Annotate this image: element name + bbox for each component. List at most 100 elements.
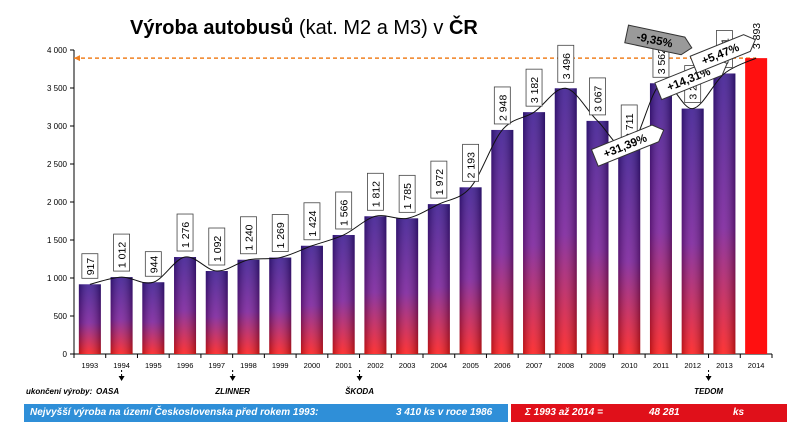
annotation-arrowhead xyxy=(229,376,236,381)
x-tick-label: 2013 xyxy=(716,361,733,370)
bar-shade xyxy=(269,257,292,354)
bar-shade xyxy=(586,120,609,355)
value-label: 3 182 xyxy=(525,68,543,107)
x-tick-label: 1993 xyxy=(82,361,99,370)
value-label-box xyxy=(208,227,226,266)
value-label-box xyxy=(81,253,99,279)
value-label-box xyxy=(493,86,511,125)
value-label: 3 496 xyxy=(557,44,575,83)
change-callout-arrow xyxy=(590,124,665,167)
reference-arrowhead xyxy=(74,55,80,62)
x-tick-label: 2011 xyxy=(653,361,669,370)
value-label-text: 1 092 xyxy=(212,236,224,262)
x-tick-label: 2010 xyxy=(621,361,638,370)
x-tick-label: 2005 xyxy=(462,361,479,370)
value-label-box xyxy=(176,213,194,252)
value-label-text: 1 269 xyxy=(275,222,287,248)
bar-shade xyxy=(649,83,672,355)
value-label-text: 1 276 xyxy=(180,222,192,248)
bar-shade xyxy=(459,187,482,354)
x-tick-label: 2008 xyxy=(557,361,574,370)
bar-shade xyxy=(237,259,260,354)
y-tick-label: 500 xyxy=(54,312,68,321)
x-tick-label: 2007 xyxy=(526,361,543,370)
x-tick-label: 1997 xyxy=(208,361,225,370)
value-label-text: 1 012 xyxy=(117,242,129,268)
value-label: 1 812 xyxy=(367,172,384,211)
annotation-arrowhead xyxy=(356,376,363,381)
change-callout-arrow xyxy=(624,24,693,56)
value-label-box xyxy=(367,172,384,211)
bar-shade xyxy=(205,271,228,354)
x-tick-label: 1999 xyxy=(272,361,289,370)
bar xyxy=(745,58,768,355)
bar-shade xyxy=(396,218,419,354)
footer-left-text: Nejvyšší výroba na území Československa … xyxy=(30,407,319,418)
bar-shade xyxy=(491,129,514,354)
y-tick-label: 2 000 xyxy=(47,198,68,207)
value-label: 2 193 xyxy=(462,143,479,182)
bar-shade xyxy=(681,108,704,354)
value-label: 1 785 xyxy=(398,174,416,213)
chart-title: Výroba autobusů (kat. M2 a M3) v ČR xyxy=(130,15,478,39)
x-tick-label: 2004 xyxy=(431,361,448,370)
value-label-text: 2 948 xyxy=(497,95,509,121)
y-tick-label: 2 500 xyxy=(47,160,68,169)
bar-shade xyxy=(142,282,165,354)
x-tick-label: 2009 xyxy=(589,361,606,370)
footer-right-unit: ks xyxy=(733,407,745,418)
y-tick-label: 1 000 xyxy=(47,274,68,283)
x-tick-label: 1994 xyxy=(113,361,130,370)
value-label-box xyxy=(335,191,353,230)
annotation-label: ŠKODA xyxy=(345,387,374,396)
x-tick-label: 2006 xyxy=(494,361,511,370)
value-label-box xyxy=(557,44,575,83)
value-label-text: 917 xyxy=(85,258,97,276)
annotation-label: ZLINNER xyxy=(214,387,250,396)
bar-shade xyxy=(713,73,736,354)
bar-shade xyxy=(78,284,101,354)
value-label: 1 240 xyxy=(240,216,257,255)
value-label-text: 1 785 xyxy=(402,183,414,209)
value-label-text: 1 424 xyxy=(307,210,319,236)
value-label: 1 092 xyxy=(208,227,226,266)
bar-shade xyxy=(427,204,450,354)
bar-shade xyxy=(554,88,577,354)
annotation-label: OASA xyxy=(96,387,119,396)
value-label-text: 3 496 xyxy=(561,53,573,79)
value-label-box xyxy=(398,174,416,213)
value-label: 3 067 xyxy=(589,77,606,116)
value-label-text: 2 193 xyxy=(466,152,478,178)
value-label: 1 012 xyxy=(113,233,130,272)
value-label-text: 1 972 xyxy=(434,169,446,195)
y-tick-label: 1 500 xyxy=(47,236,68,245)
x-tick-label: 1995 xyxy=(145,361,162,370)
value-label-box xyxy=(525,68,543,107)
value-label: 944 xyxy=(144,251,162,277)
value-label: 1 972 xyxy=(430,160,448,199)
value-label-box xyxy=(589,77,606,116)
annotation-arrowhead xyxy=(705,376,712,381)
change-callout: -9,35% xyxy=(624,24,693,56)
value-label-box xyxy=(303,202,321,241)
bar-shade xyxy=(523,112,546,354)
value-label-text: 1 566 xyxy=(339,200,351,226)
x-tick-label: 2012 xyxy=(684,361,701,370)
footer-historical-max: Nejvyšší výroba na území Československa … xyxy=(24,404,508,422)
value-label: 1 566 xyxy=(335,191,353,230)
value-label-box xyxy=(430,160,448,199)
annotation-label: TEDOM xyxy=(694,387,723,396)
bar-shade xyxy=(174,257,197,354)
bar-shade xyxy=(300,245,323,354)
annotation-prefix: ukončení výroby: xyxy=(26,387,93,396)
change-callout-arrow xyxy=(689,34,756,74)
value-label-text: 3 562 xyxy=(656,48,668,74)
y-tick-label: 4 000 xyxy=(47,46,68,55)
value-label-box xyxy=(462,143,479,182)
value-label: 1 269 xyxy=(271,214,289,252)
value-label-box xyxy=(144,251,162,277)
value-label-text: 1 240 xyxy=(244,224,256,250)
value-label-text: 1 812 xyxy=(370,181,382,207)
value-label: 1 276 xyxy=(176,213,194,252)
